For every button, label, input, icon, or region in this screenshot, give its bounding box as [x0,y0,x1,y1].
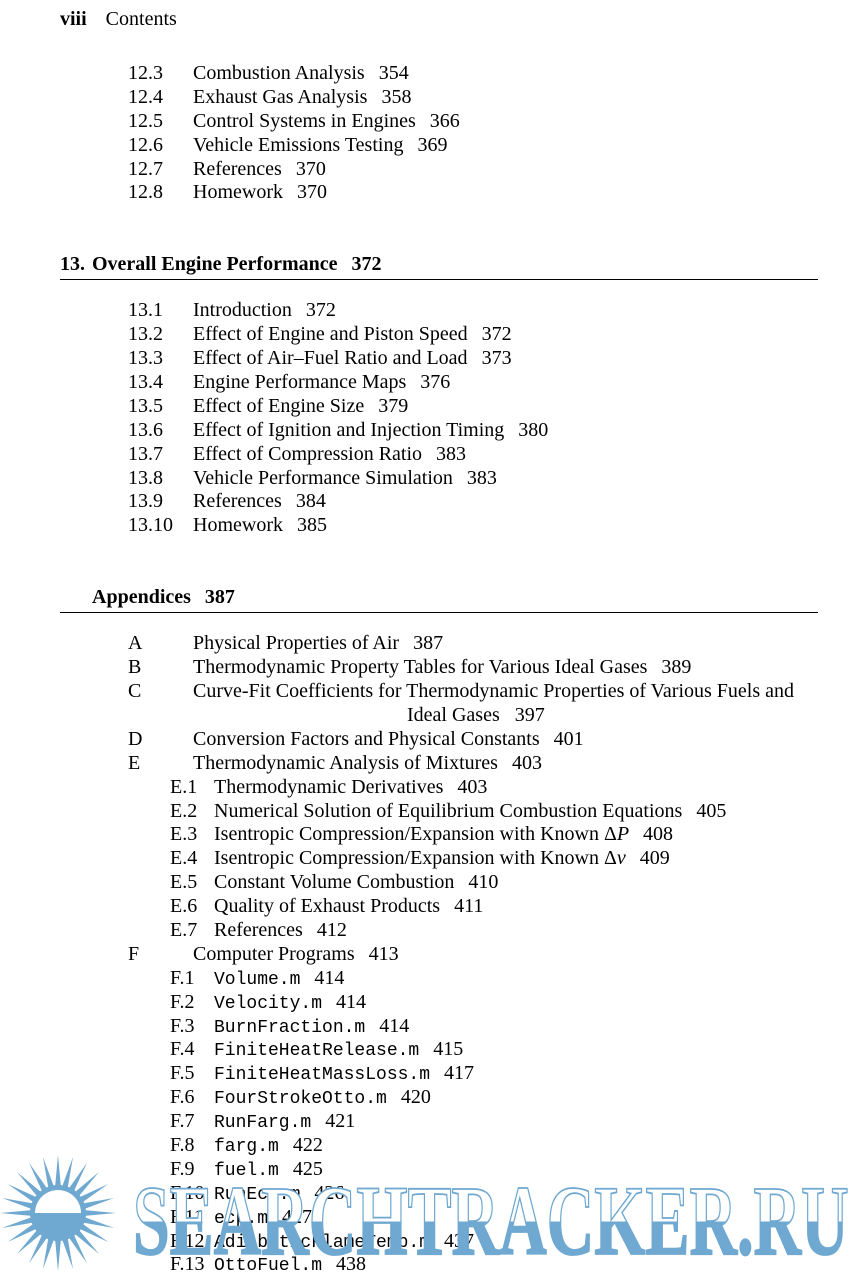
svg-text:SEARCHTRACKER.RU: SEARCHTRACKER.RU [133,1167,849,1277]
